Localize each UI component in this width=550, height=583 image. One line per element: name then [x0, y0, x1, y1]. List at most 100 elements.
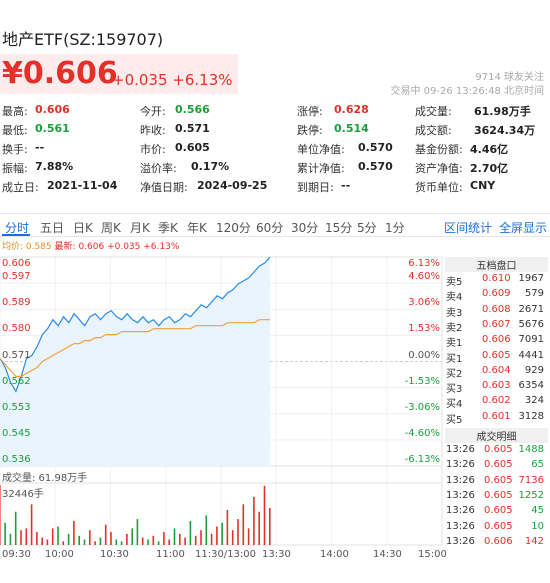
- stat-value: 0.561: [35, 122, 70, 135]
- order-book-row: 买5 0.601 3128: [446, 411, 546, 426]
- trade-vol: 142: [524, 535, 544, 547]
- x-tick-label: 13:30: [262, 549, 291, 560]
- stat-label: 成立日:: [2, 181, 39, 194]
- stat-value: --: [341, 179, 351, 192]
- trade-row: 13:26 0.605 45: [446, 505, 546, 520]
- volume-bar: [237, 519, 239, 545]
- tab-9[interactable]: 30分: [291, 221, 319, 235]
- trade-row: 13:26 0.605 1488: [446, 444, 546, 459]
- trades-title: 成交明细: [445, 428, 548, 443]
- x-tick-label: 09:30: [2, 549, 31, 560]
- stat-9: 市价: 0.605: [140, 141, 210, 157]
- stat-value: 0.605: [175, 141, 210, 154]
- y-tick-label: 0.580: [2, 323, 31, 335]
- active-tab-indicator: [2, 234, 30, 236]
- volume-bar: [200, 530, 202, 545]
- volume-bar: [184, 537, 186, 545]
- order-book-vol: 6354: [518, 380, 544, 392]
- order-book-name: 卖4: [446, 292, 463, 304]
- stat-label: 货币单位:: [415, 181, 463, 194]
- volume-bar: [147, 539, 149, 545]
- tab-3[interactable]: 周K: [101, 221, 121, 235]
- volume-bar: [205, 515, 208, 545]
- stat-3: 成交量: 61.98万手: [415, 103, 531, 119]
- x-tick-label: 14:30: [373, 549, 402, 560]
- order-book-row: 卖5 0.610 1967: [446, 273, 546, 288]
- stat-2: 涨停: 0.628: [297, 103, 369, 119]
- tab-2[interactable]: 日K: [73, 221, 93, 235]
- order-book-row: 买1 0.605 4441: [446, 350, 546, 365]
- order-book-row: 买3 0.603 6354: [446, 380, 546, 395]
- volume-bar: [20, 530, 22, 545]
- order-book-row: 买2 0.604 929: [446, 364, 546, 380]
- volume-bar: [30, 504, 33, 545]
- stat-label: 跌停:: [297, 124, 323, 137]
- volume-bar: [163, 532, 165, 545]
- stat-value: 0.628: [334, 103, 369, 116]
- tab-7[interactable]: 120分: [216, 221, 251, 235]
- volume-bar: [99, 537, 102, 545]
- stat-label: 成交额:: [415, 124, 452, 137]
- y-tick-label: 0.606: [2, 258, 31, 269]
- volume-bar: [168, 539, 170, 545]
- volume-bar: [157, 541, 160, 545]
- trade-time: 13:26: [446, 444, 475, 455]
- range-stats-link[interactable]: 区间统计: [444, 221, 493, 235]
- order-book-vol: 7091: [518, 334, 544, 346]
- stat-1: 今开: 0.566: [140, 103, 210, 119]
- volume-bar: [25, 528, 28, 545]
- volume-bar: [258, 511, 260, 545]
- fullscreen-link[interactable]: 全屏显示: [499, 221, 548, 235]
- order-book-vol: 5676: [518, 318, 544, 330]
- volume-bar: [263, 485, 266, 545]
- volume-bar: [131, 528, 133, 545]
- volume-bar: [104, 524, 107, 545]
- stat-19: 货币单位: CNY: [415, 179, 495, 195]
- trade-time: 13:26: [446, 505, 475, 517]
- volume-bar: [247, 528, 250, 545]
- tab-12[interactable]: 1分: [385, 221, 405, 235]
- y-tick-label: 0.562: [2, 375, 31, 387]
- trade-vol: 1488: [518, 444, 544, 455]
- tab-6[interactable]: 年K: [187, 221, 207, 235]
- avg-price-legend: 均价: 0.585: [2, 242, 52, 252]
- volume-label: 成交量: 61.98万手: [2, 473, 88, 484]
- tab-5[interactable]: 季K: [158, 221, 178, 235]
- volume-bar: [89, 530, 91, 545]
- volume-bar: [120, 541, 123, 545]
- stat-label: 市价:: [140, 143, 166, 156]
- order-book-row: 卖2 0.607 5676: [446, 318, 546, 334]
- volume-bar: [115, 539, 118, 545]
- stat-14: 累计净值: 0.570: [297, 160, 393, 176]
- pct-tick-label: -1.53%: [404, 375, 440, 387]
- tab-4[interactable]: 月K: [130, 221, 150, 235]
- tab-0[interactable]: 分时: [5, 221, 30, 235]
- volume-bar: [94, 541, 96, 545]
- tab-8[interactable]: 60分: [256, 221, 284, 235]
- tab-10[interactable]: 15分: [325, 221, 353, 235]
- stat-value: 0.571: [175, 122, 210, 135]
- y-tick-label: 0.536: [2, 454, 31, 465]
- order-book-name: 买1: [446, 353, 463, 365]
- trade-price: 0.605: [484, 505, 513, 517]
- order-book-price: 0.608: [482, 303, 511, 315]
- stat-label: 溢价率:: [140, 162, 177, 175]
- stat-12: 振幅: 7.88%: [2, 160, 73, 176]
- order-book-title: 五档盘口: [445, 257, 548, 272]
- stat-label: 涨停:: [297, 105, 323, 118]
- trade-price: 0.605: [484, 489, 513, 501]
- trade-price: 0.605: [484, 520, 513, 532]
- order-book-vol: 1967: [518, 273, 544, 284]
- stat-label: 最低:: [2, 124, 28, 137]
- volume-bar: [67, 533, 70, 545]
- trade-price: 0.605: [484, 444, 513, 455]
- price-change: +0.035 +6.13%: [112, 71, 233, 89]
- stat-0: 最高: 0.606: [2, 103, 70, 119]
- tab-1[interactable]: 五日: [40, 221, 65, 235]
- tab-11[interactable]: 5分: [357, 221, 377, 235]
- order-book-price: 0.604: [482, 364, 511, 376]
- trade-time: 13:26: [446, 474, 475, 486]
- pct-tick-label: 6.13%: [408, 258, 440, 269]
- order-book-price: 0.610: [482, 273, 511, 284]
